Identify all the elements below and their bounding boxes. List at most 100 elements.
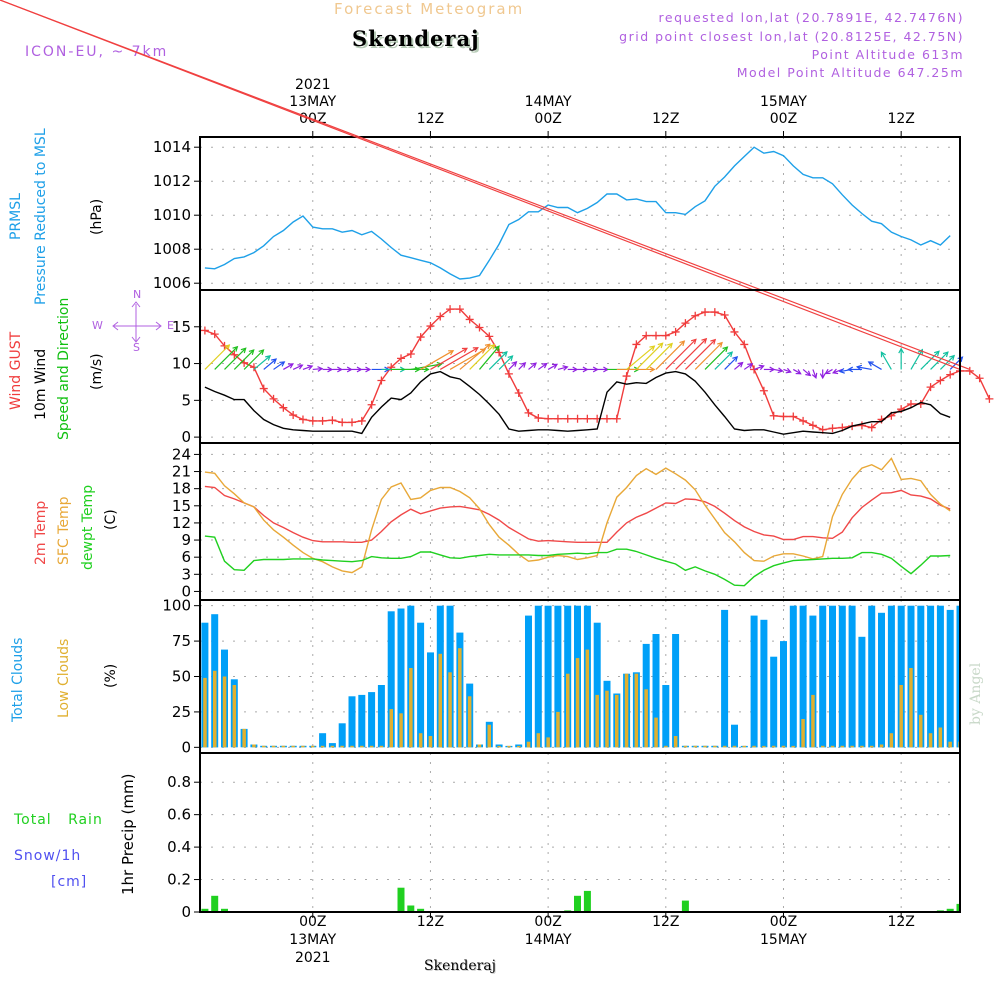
bar-total-clouds: [887, 605, 895, 748]
bar-total-clouds: [878, 612, 885, 748]
gust-marker: [544, 414, 553, 423]
total-label: Total: [14, 812, 52, 828]
wind-arrow-head: [717, 341, 723, 348]
y-tick-label: 1006: [153, 274, 191, 292]
gust-marker: [612, 414, 621, 423]
bar-low-clouds: [379, 745, 384, 748]
bar-total-clouds: [838, 605, 846, 748]
top-hour-label: 00Z: [769, 111, 798, 127]
gust-marker: [259, 384, 268, 393]
gust-marker: [622, 372, 631, 381]
gust-marker: [828, 424, 837, 433]
bar-low-clouds: [507, 745, 511, 748]
gust-marker: [583, 414, 592, 423]
gust-marker: [779, 412, 788, 421]
bar-low-clouds: [281, 745, 286, 748]
bar-total-rain: [221, 908, 228, 912]
wind-arrow-head: [934, 350, 940, 357]
gust-marker: [985, 394, 994, 403]
panel-frame: [199, 289, 961, 444]
bar-low-clouds: [252, 744, 256, 748]
gust-marker: [308, 416, 317, 425]
bar-low-clouds: [713, 745, 717, 748]
y-tick-label: 18: [172, 480, 191, 498]
bar-low-clouds: [762, 745, 766, 748]
gust-marker: [652, 331, 660, 340]
bar-total-clouds: [358, 694, 366, 748]
bar-low-clouds: [428, 736, 433, 748]
gust-marker: [200, 326, 209, 335]
gust-marker: [465, 315, 474, 324]
wind-arrow: [910, 349, 923, 370]
bar-low-clouds: [752, 745, 756, 748]
wind-arrow-head: [949, 354, 956, 361]
wind-arrow: [734, 362, 743, 370]
bar-total-clouds: [799, 605, 807, 748]
grid-point-location: grid point closest lon,lat (20.8125E, 42…: [619, 29, 964, 44]
gust-marker: [691, 311, 700, 320]
series-line-dewpt-temp: [204, 535, 951, 587]
gust-marker: [406, 349, 415, 358]
wind-arrow-head: [732, 355, 739, 362]
y-tick-label: 12: [172, 514, 191, 532]
bar-low-clouds: [771, 745, 776, 748]
gust-marker: [926, 383, 935, 392]
compass-rose: N S W E: [90, 288, 180, 358]
wind-arrow-head: [337, 366, 343, 373]
gust-marker: [857, 421, 866, 430]
wind-arrow: [665, 338, 697, 370]
gust-marker: [740, 340, 749, 349]
panel-frame: [199, 136, 961, 291]
wind-arrow-head: [240, 347, 247, 354]
gust-marker: [563, 414, 572, 423]
bar-total-rain: [681, 900, 689, 912]
bar-low-clouds: [781, 745, 786, 748]
bar-low-clouds: [301, 745, 305, 748]
bar-low-clouds: [801, 719, 805, 748]
bar-low-clouds: [889, 733, 894, 748]
bottom-hour-label: 00Z: [299, 914, 327, 930]
gust-marker: [328, 416, 337, 425]
gust-marker: [671, 327, 680, 336]
bar-total-clouds: [829, 605, 836, 748]
bar-total-clouds: [917, 605, 925, 748]
y-tick-label: 1008: [153, 240, 191, 258]
bar-low-clouds: [222, 676, 227, 748]
meteogram-title: Forecast Meteogram: [334, 0, 525, 18]
compass-w: W: [92, 319, 103, 332]
bar-low-clouds: [566, 673, 570, 748]
y-tick-label: 5: [181, 391, 191, 409]
gust-marker: [416, 333, 425, 342]
point-altitude: Point Altitude 613m: [811, 47, 964, 62]
bar-low-clouds: [840, 745, 845, 748]
wind-arrow: [263, 358, 277, 370]
gust-marker: [269, 394, 278, 403]
bar-total-clouds: [534, 605, 542, 748]
bar-total-clouds: [397, 608, 405, 748]
bar-total-clouds: [858, 636, 866, 748]
wind-arrow: [283, 363, 294, 370]
top-hour-label: 12Z: [652, 111, 680, 127]
bar-low-clouds: [605, 690, 609, 748]
bar-total-clouds: [554, 605, 562, 748]
bar-total-clouds: [731, 724, 738, 748]
wind-arrow-head: [448, 350, 455, 356]
bar-low-clouds: [369, 745, 374, 748]
gust-marker: [377, 376, 386, 385]
wind-arrow-head: [436, 361, 443, 368]
wind-arrow: [753, 365, 764, 371]
bottom-hour-label: 00Z: [534, 914, 562, 930]
wind-arrow: [459, 343, 491, 370]
bar-low-clouds: [311, 745, 315, 748]
wind-arrow: [488, 351, 508, 370]
wind-arrow: [930, 351, 949, 370]
wind-arrow: [645, 343, 673, 370]
gust-marker: [965, 366, 974, 375]
gust-marker: [681, 319, 690, 328]
bar-low-clouds: [536, 733, 541, 748]
bar-low-clouds: [693, 745, 697, 748]
wind-arrow-head: [679, 340, 686, 347]
bottom-date-label: 14MAY: [524, 932, 572, 948]
bar-total-rain: [211, 895, 219, 912]
